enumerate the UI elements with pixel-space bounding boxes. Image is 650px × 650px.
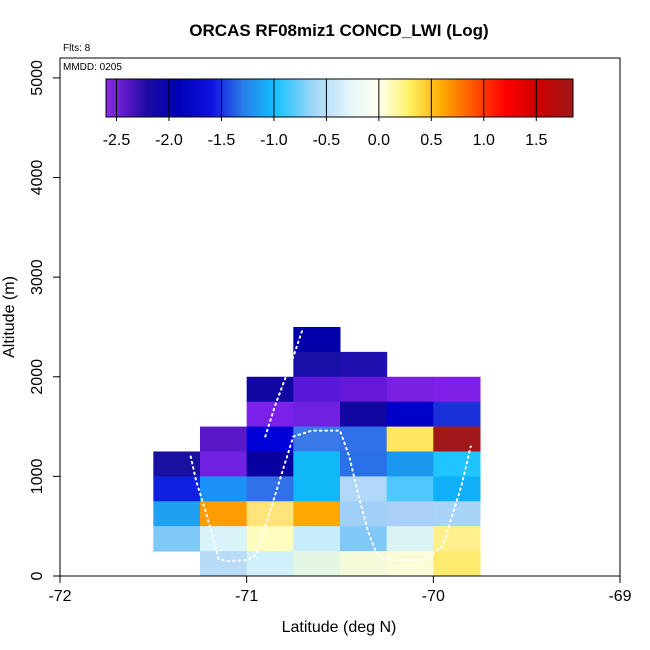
heatmap-cell: [386, 501, 434, 527]
heatmap-cell: [340, 451, 388, 477]
heatmap-cell: [293, 326, 341, 353]
heatmap-cell: [433, 476, 481, 502]
heatmap-cell: [386, 451, 434, 477]
colorbar-tick-label: -2.5: [103, 132, 131, 149]
heatmap-cell: [293, 376, 341, 403]
chart-title: ORCAS RF08miz1 CONCD_LWI (Log): [189, 21, 488, 40]
x-axis: -72 -71 -70 -69: [48, 576, 632, 605]
heatmap-cell: [200, 551, 248, 577]
x-tick-label: -70: [422, 588, 445, 605]
heatmap-cell: [340, 551, 388, 577]
heatmap-cell: [386, 401, 434, 428]
heatmap-cell: [433, 426, 481, 452]
heatmap-cell: [293, 351, 341, 378]
heatmap-cell: [200, 451, 248, 477]
flight-track: [189, 328, 472, 563]
heatmap-cell: [340, 476, 388, 502]
y-tick-label: 0: [29, 571, 46, 580]
heatmap-cell: [153, 526, 201, 552]
heatmap-cell: [386, 476, 434, 502]
x-tick-label: -71: [235, 588, 258, 605]
colorbar-ticks: -2.5 -2.0 -1.5 -1.0 -0.5 0.0 0.5 1.0 1.5: [103, 79, 547, 149]
heatmap-cell: [433, 501, 481, 527]
y-tick-label: 3000: [29, 259, 46, 295]
colorbar-tick-label: 0.0: [368, 132, 390, 149]
heatmap-cell: [433, 551, 481, 577]
heatmap-cell: [433, 526, 481, 552]
heatmap-cell: [340, 376, 388, 403]
colorbar-tick-label: -2.0: [155, 132, 183, 149]
heatmap-cell: [246, 526, 294, 552]
x-tick-label: -69: [608, 588, 631, 605]
heatmap-cell: [200, 501, 248, 527]
colorbar-tick-label: 0.5: [420, 132, 442, 149]
heatmap-cell: [200, 526, 248, 552]
heatmap-cell: [386, 551, 434, 577]
heatmap-cell: [246, 401, 294, 428]
y-tick-label: 4000: [29, 160, 46, 196]
y-tick-label: 2000: [29, 359, 46, 395]
heatmap-cell: [340, 526, 388, 552]
heatmap-cell: [246, 451, 294, 477]
heatmap-cell: [386, 526, 434, 552]
heatmap-cell: [153, 501, 201, 527]
colorbar-tick-label: -1.0: [260, 132, 288, 149]
heatmap-cell: [293, 401, 341, 428]
colorbar-tick-label: 1.0: [473, 132, 495, 149]
y-tick-label: 5000: [29, 60, 46, 96]
flights-count-label: Flts: 8: [63, 43, 91, 54]
heatmap-cell: [246, 476, 294, 502]
heatmap-cell: [153, 476, 201, 502]
heatmap-cell: [246, 551, 294, 577]
colorbar: -2.5 -2.0 -1.5 -1.0 -0.5 0.0 0.5 1.0 1.5: [103, 78, 574, 149]
heatmap-cell: [200, 476, 248, 502]
heatmap-cell: [386, 376, 434, 403]
y-tick-label: 1000: [29, 459, 46, 495]
colorbar-tick-label: 1.5: [525, 132, 547, 149]
heatmap-cells: [153, 326, 481, 577]
heatmap-cell: [293, 551, 341, 577]
heatmap-cell: [433, 401, 481, 428]
heatmap-cell: [433, 376, 481, 403]
heatmap-cell: [293, 526, 341, 552]
date-label: MMDD: 0205: [63, 62, 122, 73]
heatmap-cell: [293, 501, 341, 527]
plot-frame: [59, 57, 621, 577]
heatmap-cell: [386, 426, 434, 452]
heatmap-cell: [340, 426, 388, 452]
heatmap-cell: [246, 426, 294, 452]
flight-track-line: [264, 328, 304, 438]
x-tick-label: -72: [48, 588, 71, 605]
heatmap-cell: [293, 451, 341, 477]
colorbar-tick-label: -1.5: [208, 132, 236, 149]
heatmap-cell: [340, 401, 388, 428]
heatmap-cell: [200, 426, 248, 452]
y-axis-label: Altitude (m): [1, 276, 18, 358]
heatmap-cell: [293, 476, 341, 502]
y-axis: 0 1000 2000 3000 4000 5000: [29, 60, 60, 580]
heatmap-cell: [246, 376, 294, 403]
x-axis-label: Latitude (deg N): [282, 619, 397, 636]
heatmap-cell: [293, 426, 341, 452]
heatmap-cell: [433, 451, 481, 477]
heatmap-cell: [246, 501, 294, 527]
colorbar-gradient: [105, 78, 574, 118]
heatmap-cell: [340, 351, 388, 378]
colorbar-tick-label: -0.5: [313, 132, 341, 149]
